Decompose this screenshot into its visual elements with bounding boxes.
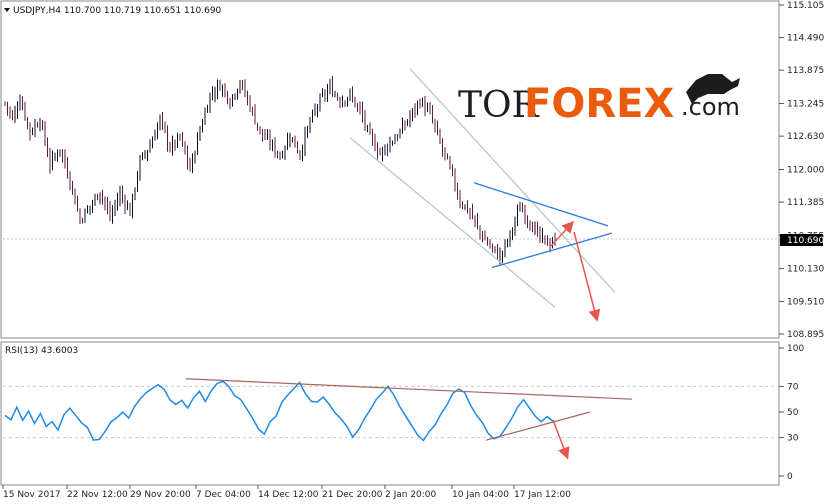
price-tick-label: 110.130 <box>787 265 824 275</box>
rsi-series <box>4 380 554 442</box>
time-tick-label: 17 Jan 12:00 <box>514 490 571 500</box>
torforex-logo: TOR FOREX .com <box>458 74 740 127</box>
time-tick-label: 22 Nov 12:00 <box>67 490 128 500</box>
time-tick-label: 2 Jan 20:00 <box>385 490 437 500</box>
rsi-trend-lower <box>485 411 591 441</box>
symbol-dropdown-icon[interactable] <box>4 8 10 12</box>
rsi-tick-label: 30 <box>787 434 799 444</box>
rsi-line <box>4 380 554 442</box>
time-tick-label: 10 Jan 04:00 <box>452 490 509 500</box>
time-tick-label: 29 Nov 20:00 <box>130 490 191 500</box>
bull-icon <box>686 74 740 104</box>
current-price-label: 110.690 <box>787 236 824 246</box>
price-tick-label: 114.490 <box>787 34 824 44</box>
price-tick-label: 112.000 <box>787 166 824 176</box>
price-tick-label: 113.875 <box>787 66 824 76</box>
rsi-tick-label: 0 <box>787 472 793 482</box>
logo-tor-text: TOR <box>458 85 540 126</box>
triangle-upper-line <box>473 182 609 227</box>
price-tick-label: 111.385 <box>787 198 824 208</box>
logo-forex-text: FOREX <box>524 81 674 127</box>
time-tick-label: 14 Dec 12:00 <box>258 490 319 500</box>
triangle-lower-line <box>491 232 613 269</box>
rsi-title: RSI(13) 43.6003 <box>5 346 78 356</box>
current-price-box <box>780 234 823 246</box>
price-tick-label: 115.105 <box>787 1 824 11</box>
chart-title: USDJPY,H4 110.700 110.719 110.651 110.69… <box>13 6 222 16</box>
rsi-trend-upper <box>185 378 633 400</box>
rsi-tick-label: 50 <box>787 408 799 418</box>
arrow-down <box>573 231 601 322</box>
time-tick-label: 21 Dec 20:00 <box>322 490 383 500</box>
rsi-axis-ticks: 100 70 50 30 0 <box>779 344 804 482</box>
rsi-panel <box>0 341 780 486</box>
rsi-tick-label: 70 <box>787 382 799 392</box>
candles <box>4 75 556 265</box>
price-tick-label: 113.245 <box>787 100 824 110</box>
price-panel <box>0 0 780 339</box>
time-tick-label: 7 Dec 04:00 <box>196 490 251 500</box>
price-tick-label: 112.630 <box>787 132 824 142</box>
rsi-annotations <box>185 378 633 460</box>
channel-lower-line <box>349 137 556 308</box>
price-tick-label: 108.895 <box>787 330 824 340</box>
price-tick-label: 109.510 <box>787 297 824 307</box>
time-tick-label: 15 Nov 2017 <box>3 490 61 500</box>
price-annotations <box>349 68 616 322</box>
rsi-arrow-down <box>552 419 570 460</box>
arrow-up <box>550 220 575 247</box>
time-axis-ticks: 15 Nov 2017 22 Nov 12:00 29 Nov 20:00 7 Dec… <box>2 485 571 500</box>
rsi-tick-label: 100 <box>787 344 804 354</box>
price-axis-ticks: 115.105 114.490 113.875 113.245 112.630 112.0… <box>779 1 824 340</box>
